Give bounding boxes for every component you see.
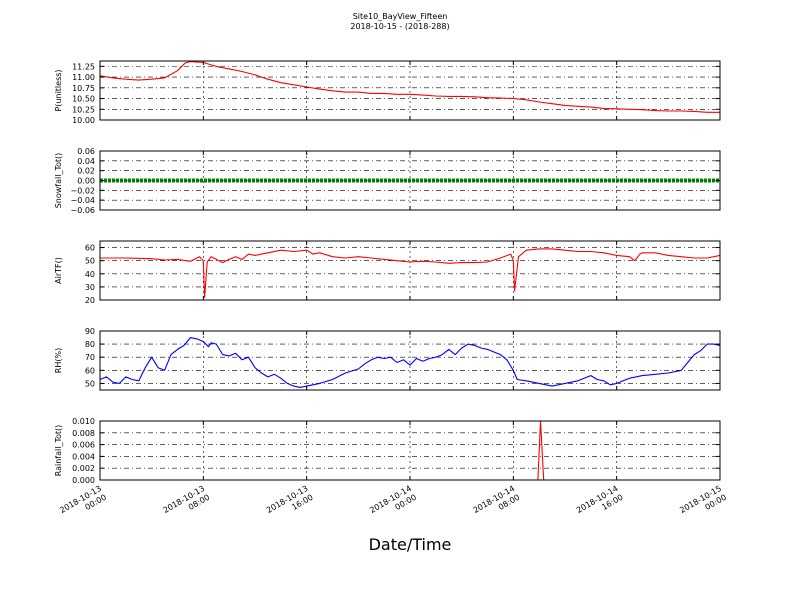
panel-2-ytick-label: 0.02 <box>77 167 95 176</box>
panel-3-ytick-label: 30 <box>85 283 95 292</box>
panel-5-ytick-label: 0.008 <box>72 429 95 438</box>
panel-5-ylabel: Rainfall_Tot() <box>54 425 63 477</box>
panel-4-ytick-label: 70 <box>85 353 95 362</box>
panel-2-ytick-label: 0.04 <box>77 157 95 166</box>
panel-4-series-line <box>99 337 721 388</box>
figure-title: Site10_BayView_Fifteen <box>353 12 448 21</box>
panel-3-ytick-label: 50 <box>85 257 95 266</box>
panel-2-ytick-label: 0.00 <box>77 177 95 186</box>
panel-3: 20 30 40 50 60 AirTF() <box>54 240 721 305</box>
panel-4: 50 60 70 80 90 RH(%) <box>54 327 721 391</box>
panel-1-ytick-label: 10.75 <box>72 84 95 93</box>
panel-5-ytick-label: 0.002 <box>72 464 95 473</box>
panel-1-series-line <box>99 61 720 113</box>
x-tick-label: 2018-10-1408:00 <box>472 484 522 524</box>
panel-1-ytick-label: 11.25 <box>72 62 95 71</box>
figure-subtitle: 2018-10-15 - (2018-288) <box>350 22 449 31</box>
panel-2-ylabel: Snowfall_Tot() <box>54 153 63 209</box>
panel-3-ytick-label: 40 <box>85 270 95 279</box>
panel-4-ytick-label: 50 <box>85 379 95 388</box>
panel-4-ytick-label: 90 <box>85 327 95 336</box>
panel-2-ytick-label: −0.04 <box>70 196 95 205</box>
x-tick-labels: 2018-10-1300:00 2018-10-1308:00 2018-10-13… <box>58 484 728 524</box>
panel-5-ytick-label: 0.010 <box>72 417 95 426</box>
panel-2-ytick-label: −0.06 <box>70 206 95 215</box>
panel-4-ytick-label: 80 <box>85 340 95 349</box>
panel-4-ytick-label: 60 <box>85 366 95 375</box>
x-tick-label: 2018-10-1308:00 <box>162 484 212 524</box>
panel-3-series-line <box>100 248 721 298</box>
x-tick-label: 2018-10-1316:00 <box>265 484 315 524</box>
panel-1-ytick-label: 10.00 <box>72 116 95 125</box>
panel-2: 0.060.040.020.00−0.02−0.04−0.06 Snowfall_… <box>54 147 721 215</box>
x-tick-label: 2018-10-1300:00 <box>58 484 108 524</box>
x-tick-label: 2018-10-1400:00 <box>368 484 418 524</box>
panel-5: 0.000 0.002 0.004 0.006 0.008 0.010 Rainfall_T… <box>54 417 721 485</box>
panel-3-ylabel: AirTF() <box>54 257 63 284</box>
panel-5-ytick-label: 0.004 <box>72 452 95 461</box>
panel-5-ytick-label: 0.000 <box>72 476 95 485</box>
panel-1-ytick-label: 10.50 <box>72 95 95 104</box>
panel-5-ytick-label: 0.006 <box>72 441 95 450</box>
panel-1-ytick-label: 10.25 <box>72 105 95 114</box>
x-tick-label: 2018-10-1416:00 <box>575 484 625 524</box>
x-axis-label: Date/Time <box>369 535 452 554</box>
panel-2-ytick-label: −0.02 <box>70 186 95 195</box>
panel-3-ytick-label: 60 <box>85 244 95 253</box>
panel-3-ytick-label: 20 <box>85 296 95 305</box>
panel-1-ytick-label: 11.00 <box>72 73 95 82</box>
panel-1-ylabel: P(unitless) <box>54 69 63 111</box>
panel-2-ytick-label: 0.06 <box>77 147 95 156</box>
panel-4-ylabel: RH(%) <box>54 348 63 373</box>
x-tick-label: 2018-10-1500:00 <box>678 484 728 524</box>
